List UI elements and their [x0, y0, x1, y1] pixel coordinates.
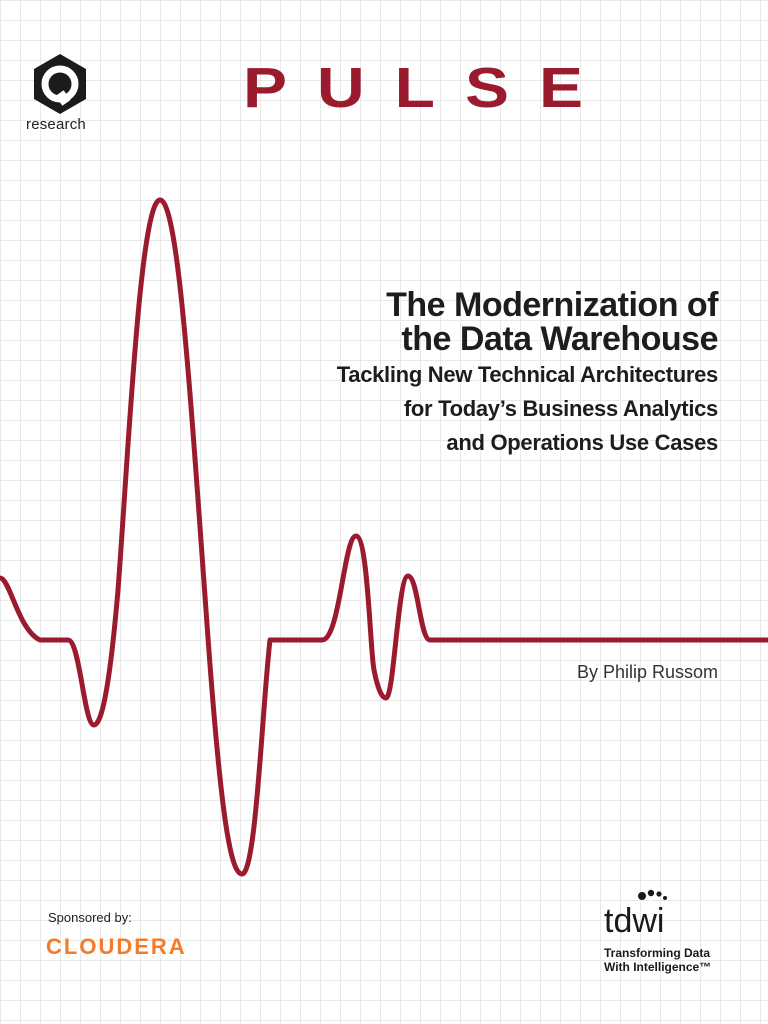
pulse-wordmark-text: PULSE	[243, 57, 613, 119]
report-title-line-2: the Data Warehouse	[401, 320, 718, 358]
sponsored-by-label: Sponsored by:	[48, 910, 132, 925]
report-subtitle-line-3: and Operations Use Cases	[446, 430, 718, 455]
tdwi-tagline-line-2: With Intelligence™	[604, 960, 712, 974]
report-title-line-1: The Modernization of	[386, 286, 718, 324]
tdwi-dot-icon	[663, 896, 667, 900]
author-byline: By Philip Russom	[576, 662, 718, 682]
logo-label: research	[26, 116, 86, 133]
tdwi-tagline: Transforming Data With Intelligence™	[604, 946, 711, 974]
tdwi-logo: tdwi	[604, 889, 667, 936]
report-subtitle-line-1: Tackling New Technical Architectures	[336, 362, 719, 387]
heartbeat-line	[0, 197, 768, 877]
tdwi-dot-icon	[656, 891, 662, 897]
pulse-wordmark: PULSE	[243, 57, 613, 119]
tdwi-tagline-line-1: Transforming Data	[604, 946, 711, 960]
tdwi-dot-icon	[647, 889, 655, 897]
sponsor-logo: CLOUDERA	[46, 934, 187, 959]
report-subtitle-line-2: for Today’s Business Analytics	[403, 396, 718, 421]
title-block: The Modernization of the Data Warehouse …	[198, 286, 719, 460]
tdwi-dot-icon	[638, 892, 646, 900]
research-logo-icon	[34, 54, 86, 114]
tdwi-wordmark: tdwi	[604, 902, 664, 936]
